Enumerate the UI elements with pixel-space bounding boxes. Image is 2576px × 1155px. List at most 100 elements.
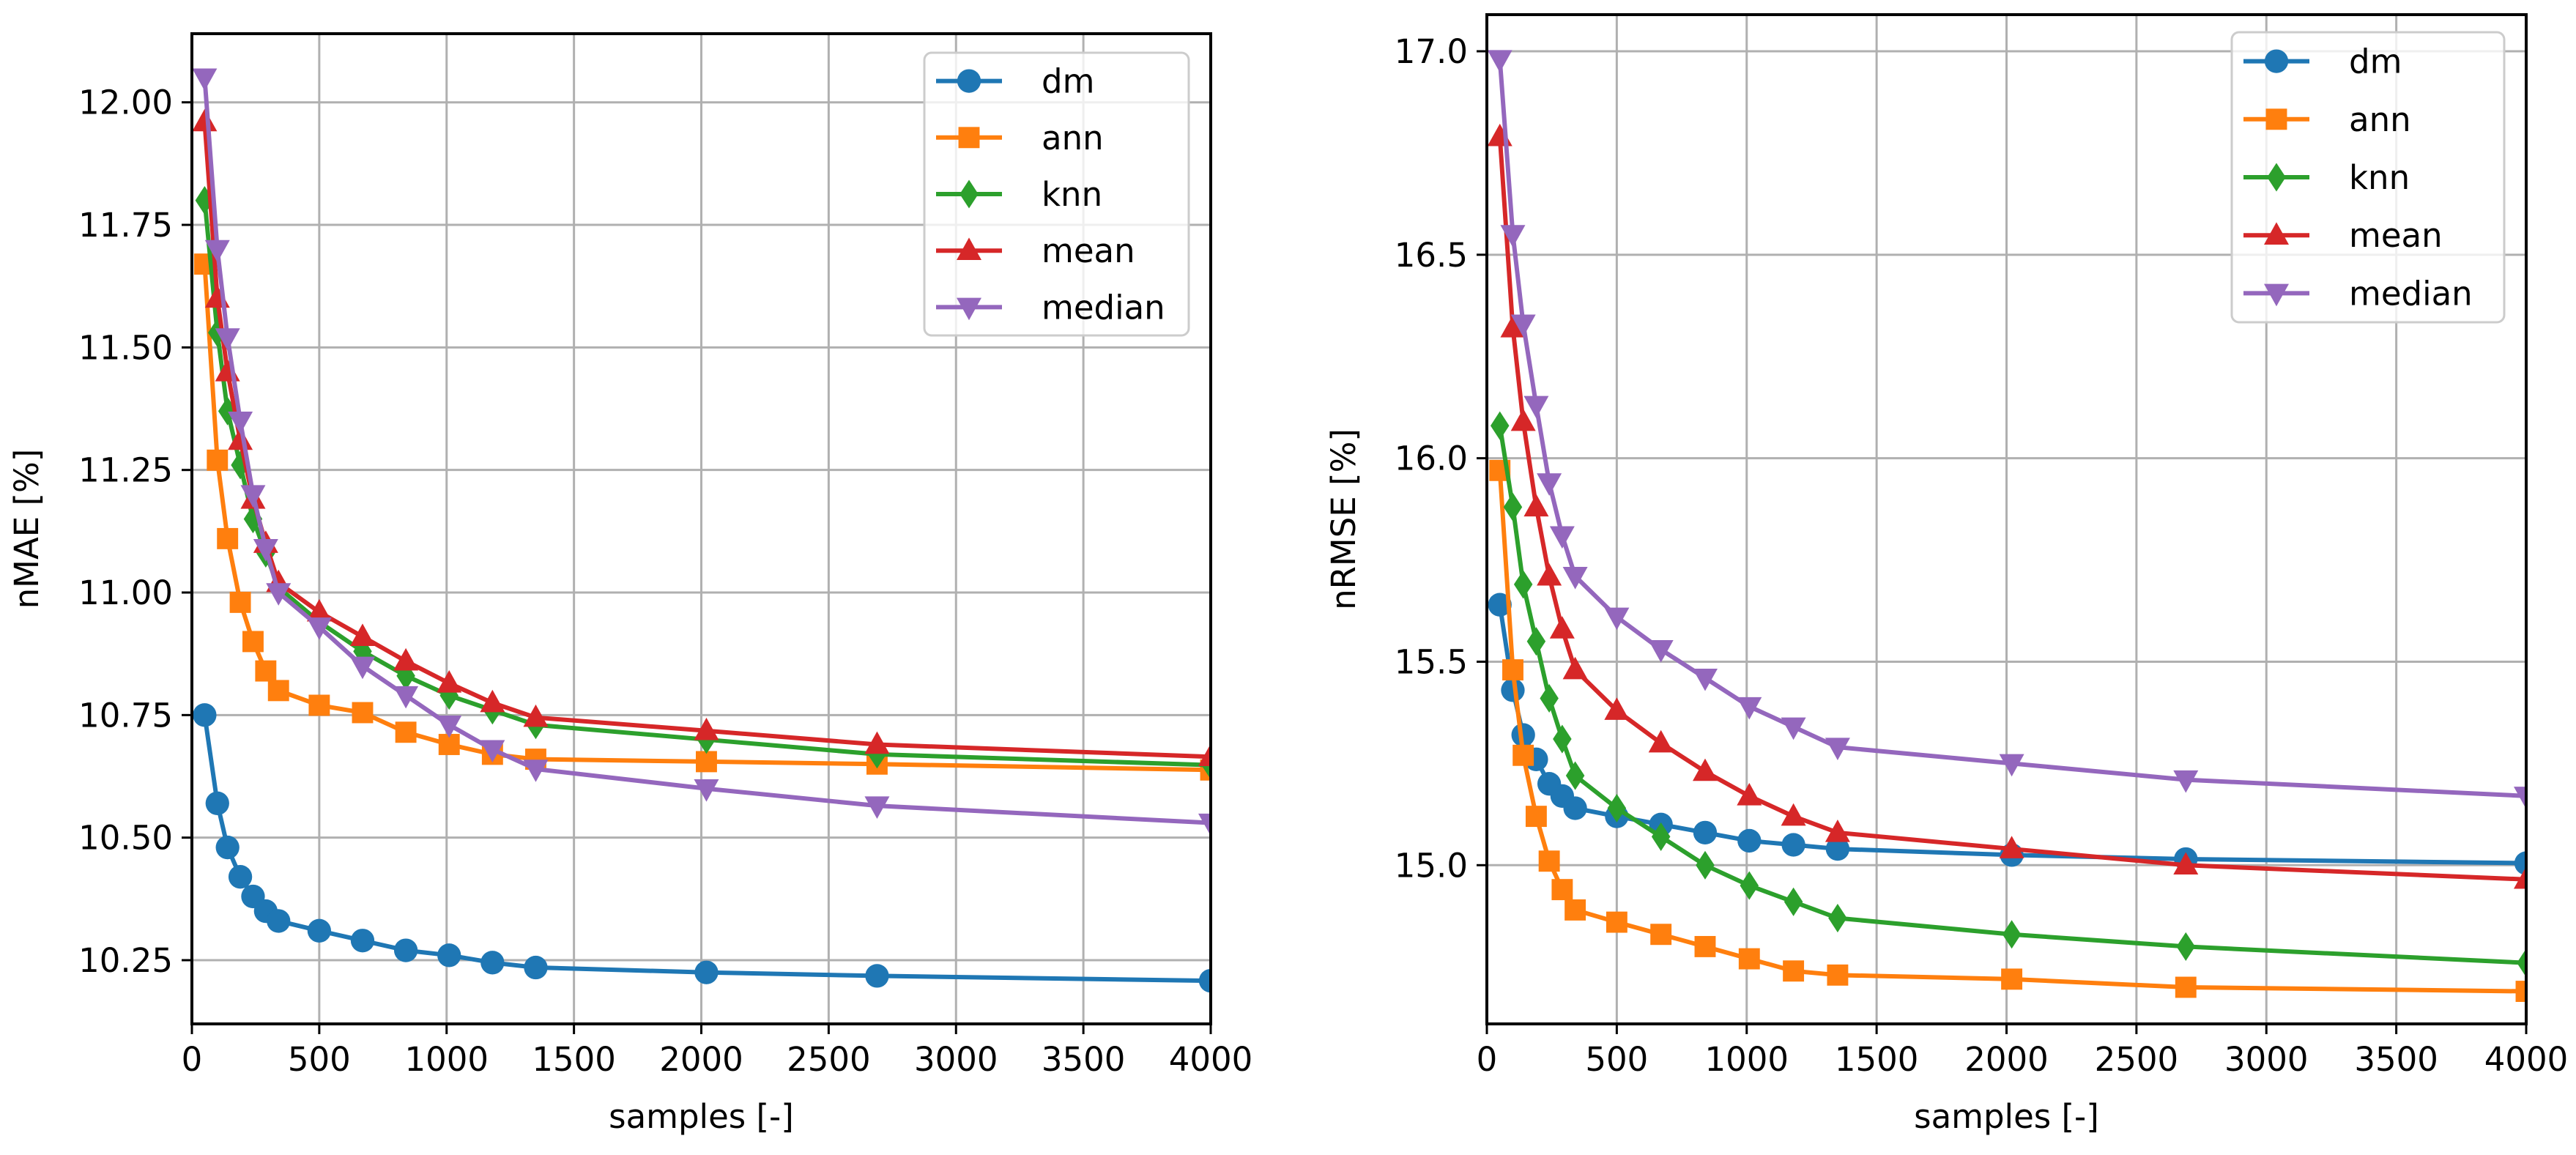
nmae-dm-point — [524, 955, 548, 980]
nmae-ann-point — [242, 631, 264, 653]
nrmse-knn-point — [1607, 793, 1627, 823]
nrmse-series-layer — [1487, 50, 2526, 1002]
nrmse-ann-point — [1650, 924, 1672, 946]
nrmse-y-tick-label: 15.0 — [1395, 846, 1468, 885]
nmae-ann-point — [308, 694, 330, 716]
nmae-x-tick-label: 2000 — [659, 1040, 743, 1079]
nmae-dm-point — [1198, 968, 1211, 993]
nmae-dm-point — [865, 964, 889, 988]
nrmse-mean-point — [1999, 836, 2024, 858]
nmae-legend-marker-dm — [957, 69, 981, 93]
nmae-legend-label-dm: dm — [1042, 62, 1094, 101]
nrmse-legend-item-ann: ann — [2243, 100, 2411, 139]
nrmse-mean-point — [2173, 852, 2199, 875]
nmae-dm-point — [694, 960, 719, 984]
nmae-dm-point — [480, 951, 505, 975]
nrmse-dm-point — [1781, 833, 1805, 857]
nmae-ann-point — [229, 591, 251, 613]
nmae-legend-item-knn: knn — [936, 175, 1102, 214]
nmae-median-point — [253, 539, 278, 562]
nrmse-mean-point — [1500, 314, 1526, 338]
nrmse-dm-point — [2514, 851, 2526, 875]
nrmse-mean-point — [1781, 803, 1806, 826]
nmae-mean-point — [480, 689, 505, 713]
nrmse-ann-point — [2175, 976, 2197, 998]
nmae-legend-marker-mean — [957, 237, 981, 260]
nrmse-knn-point — [2517, 948, 2526, 978]
nrmse-mean-point — [1648, 729, 1674, 753]
nrmse-legend-label-ann: ann — [2349, 100, 2411, 139]
nrmse-ann-point — [2001, 968, 2023, 990]
nmae-y-tick-label: 11.25 — [78, 451, 173, 490]
nrmse-median-point — [1648, 640, 1674, 663]
nmae-legend-item-median: median — [936, 288, 1165, 327]
nmae-ann-point — [395, 721, 417, 743]
nmae-x-tick-label: 1000 — [404, 1040, 489, 1079]
nrmse-legend-frame — [2230, 31, 2506, 324]
nmae-x-tick-label: 500 — [288, 1040, 351, 1079]
nrmse-x-tick-label: 2500 — [2095, 1040, 2179, 1079]
nrmse-y-tick-label: 17.0 — [1395, 32, 1468, 71]
nrmse-tick-marks — [1477, 50, 2528, 1034]
nrmse-legend-marker-ann — [2265, 108, 2287, 130]
nrmse-dm-point — [1563, 796, 1587, 820]
nrmse-legend-marker-dm — [2264, 49, 2289, 73]
nrmse-legend-label-dm: dm — [2349, 42, 2402, 81]
nmae-mean-point — [1198, 743, 1211, 766]
nrmse-median-point — [1500, 225, 1526, 248]
nrmse-median-point — [2514, 787, 2526, 809]
nmae-median-point — [240, 485, 266, 508]
nmae-ann-point — [352, 702, 374, 724]
nrmse-ann-point — [2515, 981, 2526, 1002]
nmae-dm-point — [437, 943, 461, 968]
nmae-median-point — [306, 617, 332, 640]
nmae-median-point — [694, 779, 719, 802]
nrmse-ann-point — [1502, 659, 1523, 681]
nmae-ann-line — [202, 264, 1211, 773]
nrmse-x-tick-label: 3500 — [2354, 1040, 2438, 1079]
nmae-median-point — [228, 412, 253, 434]
nmae-y-tick-label: 11.50 — [78, 328, 173, 367]
nmae-median-point — [266, 583, 292, 606]
nmae-series-layer — [192, 68, 1211, 993]
nmae-median-point — [204, 239, 230, 263]
nrmse-median-point — [1523, 395, 1549, 419]
nrmse-median-point — [1737, 697, 1762, 720]
nrmse-legend-label-mean: mean — [2349, 216, 2443, 255]
nmae-legend-item-ann: ann — [936, 119, 1104, 157]
nrmse-knn-point — [1526, 627, 1546, 656]
nrmse-dm-point — [1737, 828, 1762, 853]
nrmse-legend-item-mean: mean — [2243, 216, 2443, 255]
nrmse-ann-line — [1497, 470, 2526, 994]
nmae-mean-point — [523, 704, 549, 727]
nrmse-ann-point — [1538, 850, 1560, 872]
nrmse-median-point — [1537, 473, 1562, 496]
nrmse-knn-point — [1503, 492, 1523, 521]
nmae-x-tick-label: 0 — [182, 1040, 203, 1079]
nrmse-median-point — [1781, 717, 1806, 740]
nmae-legend-marker-median — [957, 297, 981, 321]
nrmse-x-tick-label: 0 — [1477, 1040, 1498, 1079]
nrmse-median-point — [1510, 314, 1536, 338]
nrmse-knn-point — [1540, 683, 1559, 713]
nmae-median-point — [393, 686, 419, 709]
nrmse-knn-point — [1740, 871, 1759, 900]
nrmse-knn-line — [1497, 425, 2526, 965]
nrmse-knn-point — [1553, 724, 1572, 754]
nmae-x-axis-label: samples [-] — [609, 1097, 794, 1136]
nmae-dm-line — [202, 714, 1211, 984]
nrmse-ann-point — [1551, 879, 1573, 901]
nrmse-chart-panel: 0 500 1000 1500 2000 2500 3000 3500 4000 15.0 15.5… — [1324, 13, 2568, 1136]
nrmse-x-tick-label: 1000 — [1704, 1040, 1789, 1079]
nmae-dm-point — [350, 929, 375, 953]
nrmse-series-median — [1487, 50, 2526, 809]
nmae-x-tick-label: 3500 — [1042, 1040, 1126, 1079]
nmae-tick-marks — [182, 101, 1212, 1034]
nrmse-dm-point — [1693, 820, 1718, 844]
nrmse-mean-point — [1825, 819, 1850, 842]
nrmse-legend-marker-knn — [2267, 163, 2286, 192]
nrmse-knn-point — [1565, 761, 1585, 790]
nmae-legend-item-dm: dm — [936, 62, 1094, 101]
nrmse-x-axis-label: samples [-] — [1914, 1097, 2099, 1136]
